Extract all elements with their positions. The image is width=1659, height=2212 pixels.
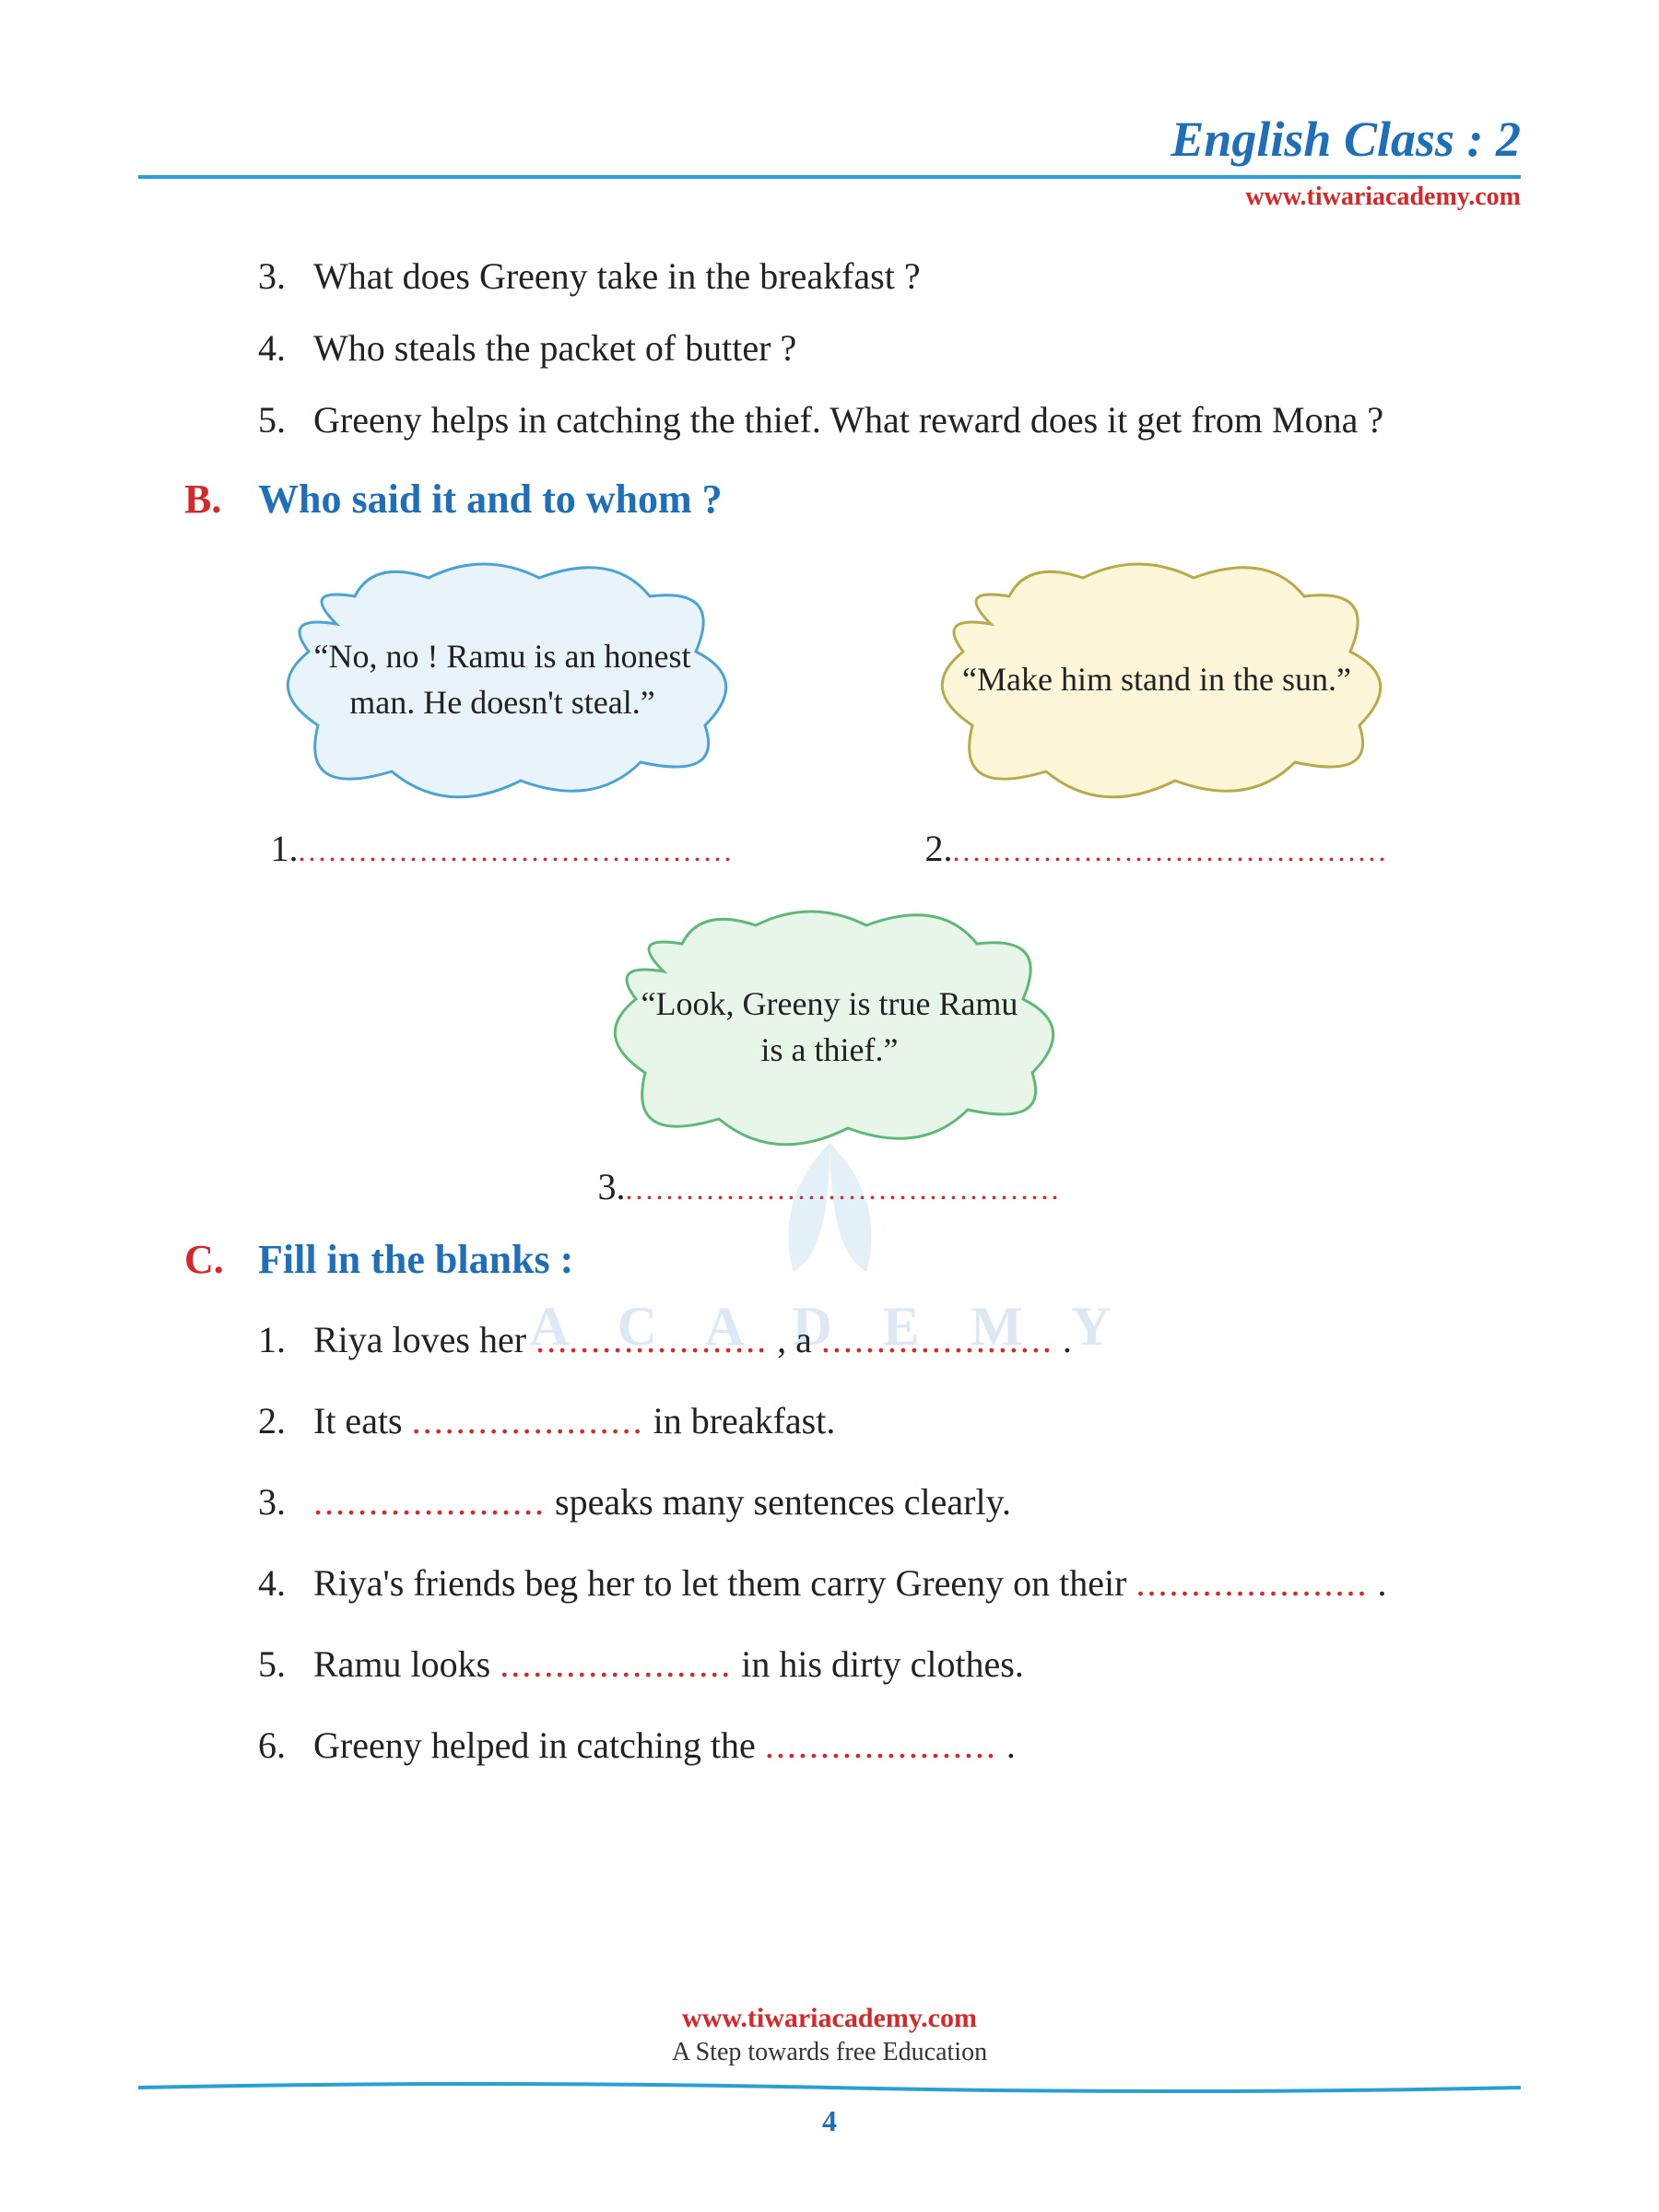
section-letter: B.: [184, 476, 258, 523]
footer-tagline: A Step towards free Education: [138, 2038, 1521, 2067]
fill-number: 1.: [258, 1311, 313, 1370]
question-item: 4. Who steals the packet of butter ?: [258, 321, 1521, 376]
fill-item: 3. ..................... speaks many sen…: [258, 1473, 1521, 1532]
blank: .....................: [313, 1481, 546, 1523]
question-text: Greeny helps in catching the thief. What…: [313, 393, 1521, 448]
fill-text: Ramu looks ..................... in his …: [313, 1635, 1521, 1694]
footer-url: www.tiwariacademy.com: [138, 2003, 1521, 2034]
section-letter: C.: [184, 1236, 258, 1283]
fill-item: 5. Ramu looks ..................... in h…: [258, 1635, 1521, 1694]
section-b-heading: B. Who said it and to whom ?: [138, 476, 1521, 523]
question-text: What does Greeny take in the breakfast ?: [313, 249, 1521, 304]
watermark-text: A C A D E M Y: [529, 1295, 1129, 1359]
page-header: English Class : 2 www.tiwariacademy.com: [138, 111, 1521, 212]
section-title: Who said it and to whom ?: [258, 476, 723, 523]
question-number: 5.: [258, 393, 313, 448]
question-item: 3. What does Greeny take in the breakfas…: [258, 249, 1521, 304]
footer-rule: [138, 2078, 1521, 2097]
fill-item: 4. Riya's friends beg her to let them ca…: [258, 1554, 1521, 1613]
page-footer: www.tiwariacademy.com A Step towards fre…: [138, 2003, 1521, 2138]
answer-number: 2.: [925, 827, 953, 870]
fill-number: 6.: [258, 1716, 313, 1775]
question-number: 3.: [258, 249, 313, 304]
top-questions: 3. What does Greeny take in the breakfas…: [258, 249, 1521, 448]
fill-item: 6. Greeny helped in catching the .......…: [258, 1716, 1521, 1775]
fill-number: 4.: [258, 1554, 313, 1613]
fill-number: 5.: [258, 1635, 313, 1694]
fill-blanks-list: 1. Riya loves her ..................... …: [258, 1311, 1521, 1775]
fill-number: 3.: [258, 1473, 313, 1532]
answer-line-2: 2. .....................................…: [925, 827, 1389, 870]
page-number: 4: [138, 2104, 1521, 2138]
answer-line-1: 1. .....................................…: [271, 827, 735, 870]
section-title: Fill in the blanks :: [258, 1236, 573, 1283]
header-title: English Class : 2: [138, 111, 1521, 168]
blank: .....................: [412, 1400, 644, 1441]
watermark: A C A D E M Y: [529, 1124, 1129, 1359]
answer-blank: ........................................…: [299, 834, 735, 868]
question-number: 4.: [258, 321, 313, 376]
question-text: Who steals the packet of butter ?: [313, 321, 1521, 376]
fill-text: Greeny helped in catching the ..........…: [313, 1716, 1521, 1775]
speech-cloud-2: “Make him stand in the sun.”: [899, 550, 1415, 808]
blank: .....................: [500, 1643, 732, 1685]
speech-cloud-1: “No, no ! Ramu is an honest man. He does…: [244, 550, 760, 808]
blank: .....................: [765, 1724, 997, 1766]
cloud-text: “Make him stand in the sun.”: [907, 656, 1406, 702]
cloud-text: “No, no ! Ramu is an honest man. He does…: [244, 633, 760, 726]
fill-text: It eats ..................... in breakfa…: [313, 1392, 1521, 1451]
clouds-row-2: “Look, Greeny is true Ramu is a thief.”: [138, 898, 1521, 1156]
cloud-text: “Look, Greeny is true Ramu is a thief.”: [571, 981, 1088, 1074]
speech-cloud-3: “Look, Greeny is true Ramu is a thief.”: [571, 898, 1088, 1156]
answer-blank: ........................................…: [953, 834, 1389, 868]
question-item: 5. Greeny helps in catching the thief. W…: [258, 393, 1521, 448]
blank: .....................: [1135, 1562, 1368, 1604]
fill-item: 2. It eats ..................... in brea…: [258, 1392, 1521, 1451]
header-rule: [138, 175, 1521, 179]
fill-number: 2.: [258, 1392, 313, 1451]
answer-number: 1.: [271, 827, 299, 870]
clouds-row-1: “No, no ! Ramu is an honest man. He does…: [175, 550, 1484, 808]
fill-text: ..................... speaks many senten…: [313, 1473, 1521, 1532]
answer-row-1: 1. .....................................…: [175, 827, 1484, 870]
fill-text: Riya's friends beg her to let them carry…: [313, 1554, 1521, 1613]
header-url: www.tiwariacademy.com: [138, 182, 1521, 212]
